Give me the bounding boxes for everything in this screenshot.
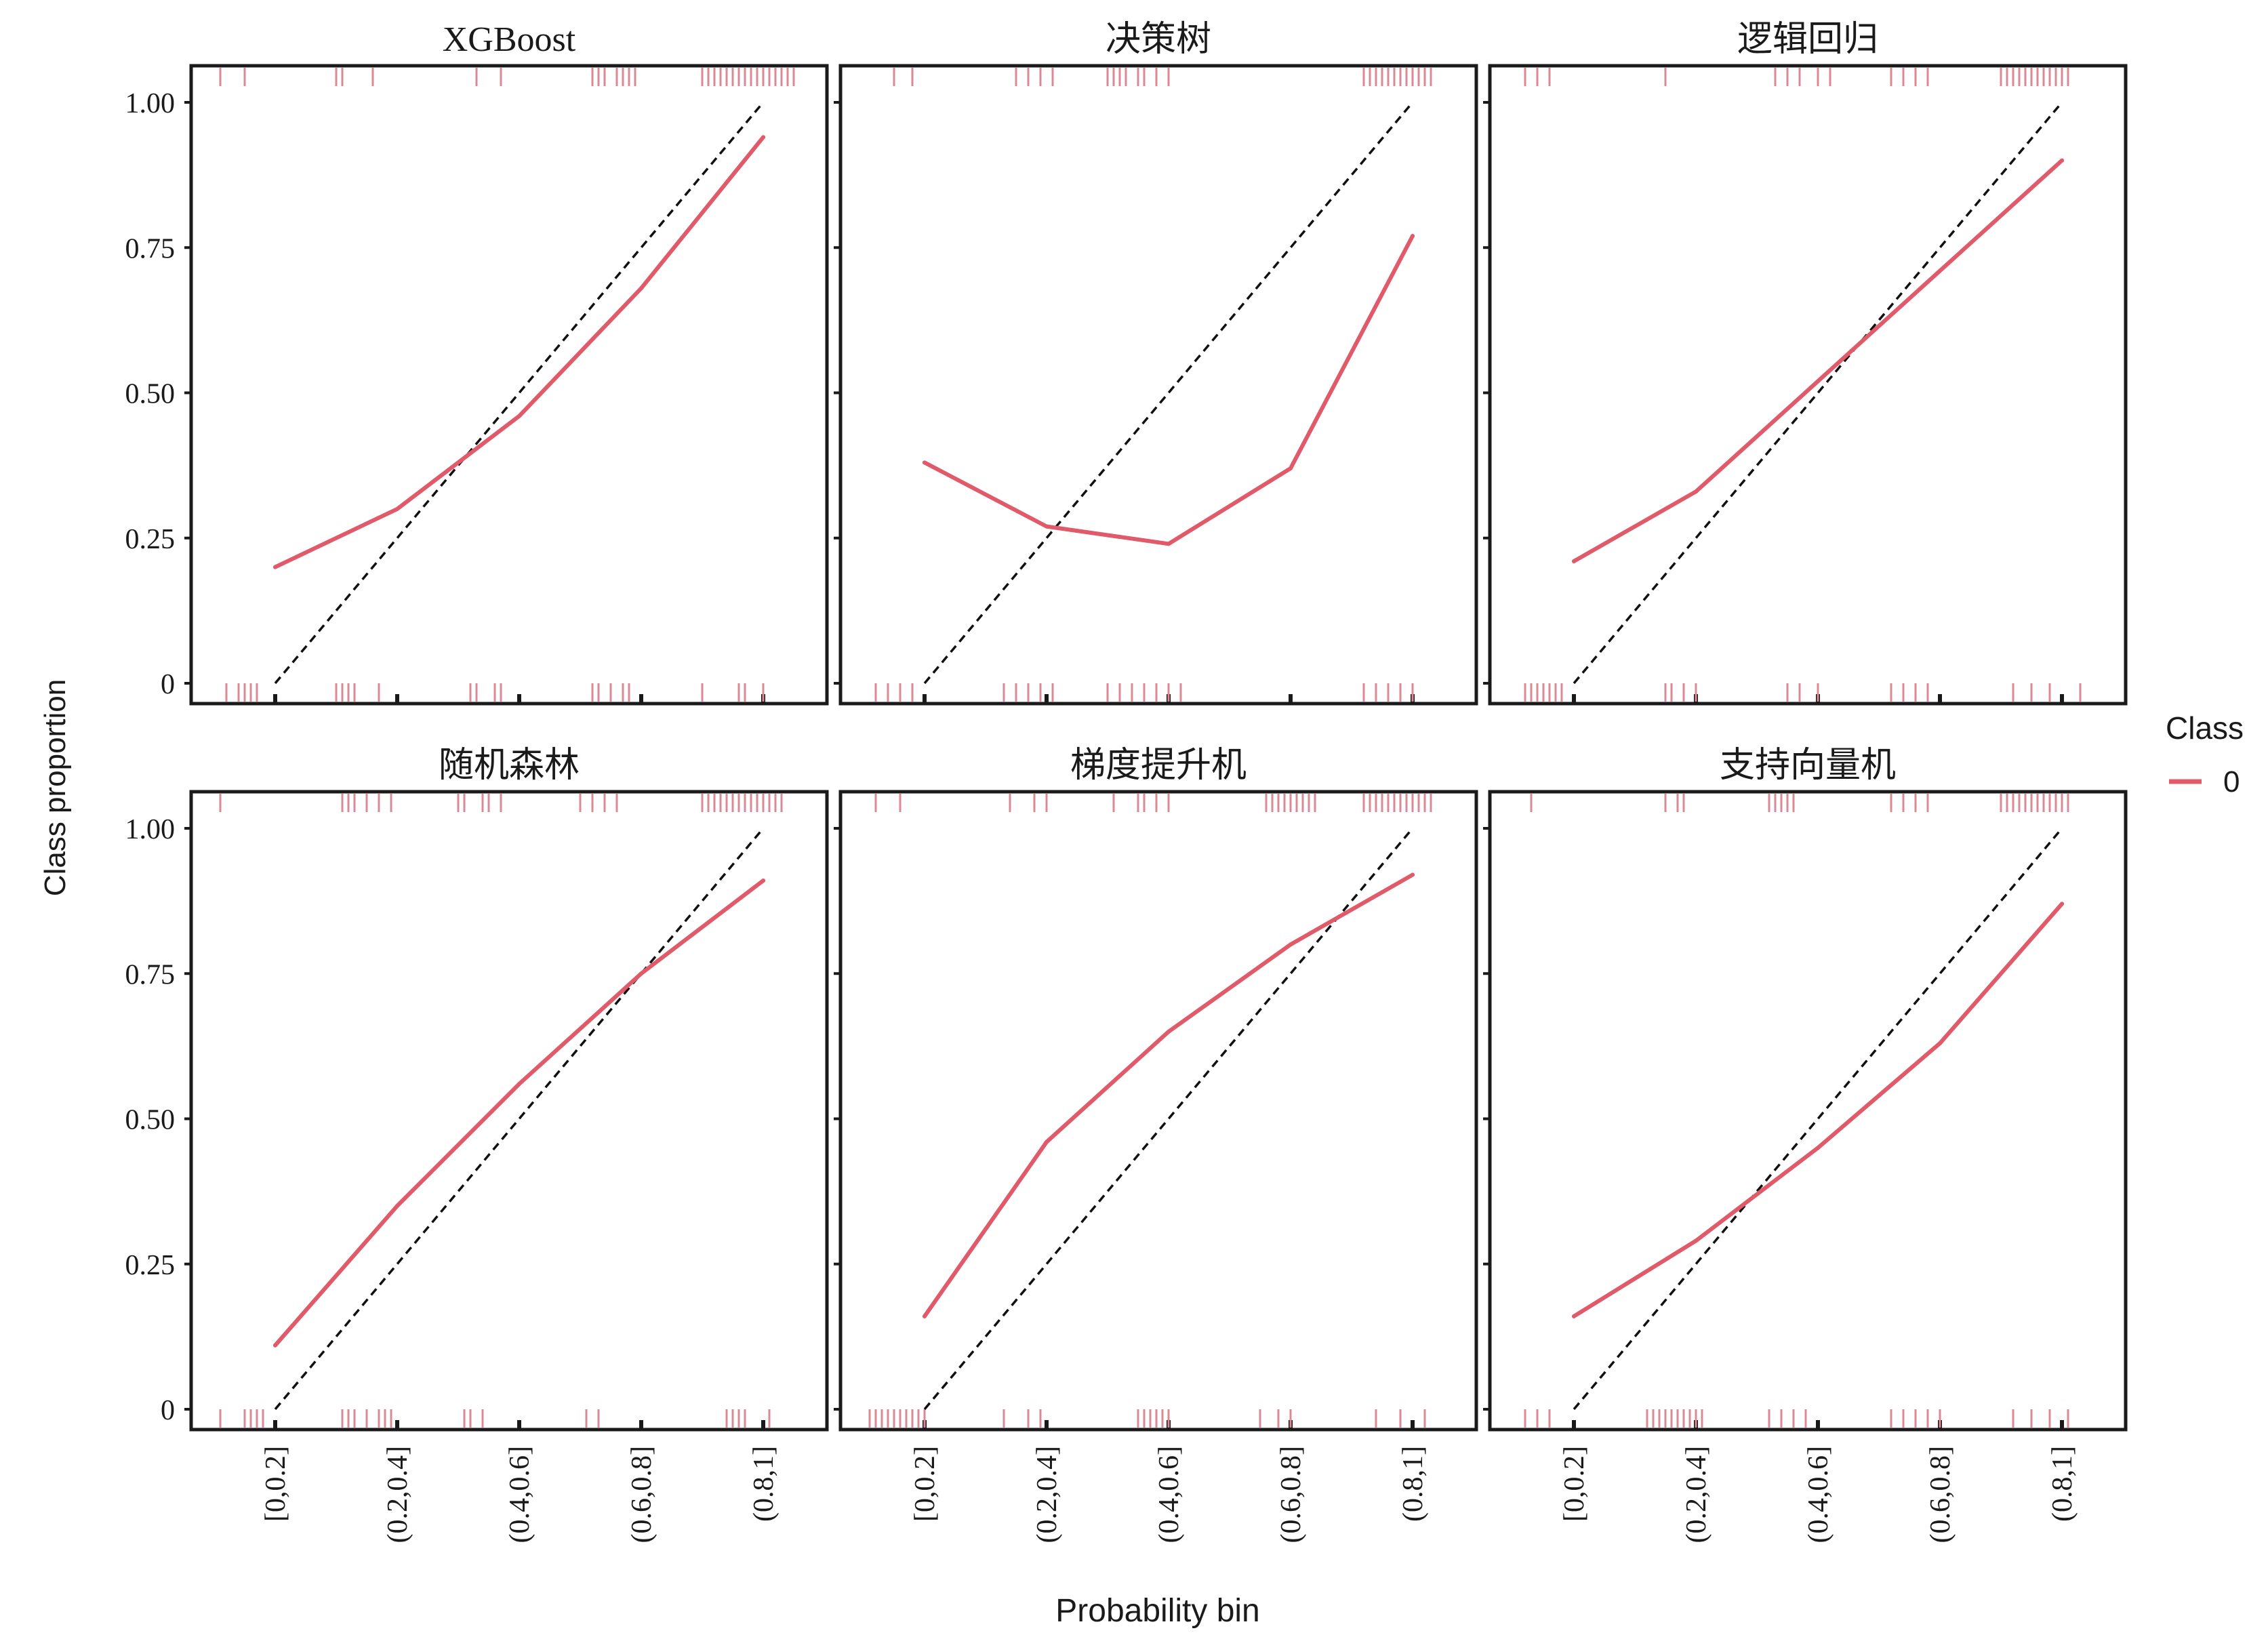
panel-title: 梯度提升机 [1070,746,1247,785]
reference-diagonal-line [923,827,1414,1411]
x-tick-label: (0.4,0.6] [504,1446,535,1543]
legend: Class 0 [2166,710,2244,799]
y-axis-title: Class proportion [39,679,72,896]
x-tick-label: (0.6,0.8] [1925,1446,1956,1543]
x-tick-label: [0,0.2] [910,1446,941,1522]
reference-diagonal-line [1573,827,2063,1411]
reference-diagonal-line [923,101,1414,685]
reference-diagonal-line [1573,101,2063,685]
data-point [2060,158,2064,163]
data-point [1411,234,1415,239]
y-tick-label: 0.50 [125,1105,176,1136]
y-tick-label: 0.50 [125,379,176,410]
data-point [1289,466,1293,470]
data-point [273,1343,277,1348]
x-axis-title: Probability bin [1055,1593,1260,1629]
y-tick-label: 0 [161,1395,175,1426]
legend-title: Class [2166,710,2244,746]
x-tick-label: (0.8,1] [748,1446,779,1522]
series-line [1572,158,2064,564]
panel-frame [1488,64,2128,706]
reference-diagonal-line [274,827,765,1411]
y-tick-label: 0.25 [125,524,176,555]
data-point [761,135,765,140]
data-point [1167,1029,1171,1034]
x-tick-label: (0.6,0.8] [1276,1446,1307,1543]
panel-frame [189,790,829,1432]
panel-frame [838,64,1478,706]
legend-label: 0 [2223,765,2240,799]
x-tick-label: (0.2,0.4] [382,1446,413,1543]
data-point [923,460,927,465]
x-tick-label: (0.8,1] [1398,1446,1429,1522]
data-point [1816,1146,1820,1150]
data-point [2060,902,2064,906]
data-point [1816,379,1820,384]
y-tick-label: 1.00 [125,88,176,119]
x-tick-label: (0.8,1] [2047,1446,2078,1522]
panel-title: 支持向量机 [1720,746,1896,785]
panel-title: 随机森林 [439,746,580,785]
data-point [761,878,765,883]
data-point [1572,559,1576,564]
panel-1: XGBoost 0 0.25 0.50 0.75 1.00 [125,20,829,706]
data-point [1694,1238,1698,1243]
y-tick-label: 0.75 [125,233,176,264]
data-point [1938,1041,1942,1046]
data-point [517,413,521,418]
reference-diagonal-line [274,101,765,685]
panel-title: XGBoost [443,20,576,59]
series-line [923,872,1415,1318]
data-point [1694,489,1698,494]
x-tick-label: (0.4,0.6] [1154,1446,1185,1543]
panel-4: 随机森林 0 0.25 0.50 0.75 1.00 [0,0.2] (0.2,0.4] (0.… [125,746,829,1543]
series-line [1572,902,2064,1318]
data-point [1167,542,1171,546]
series-line [273,878,765,1348]
panel-2: 决策树 [834,20,1478,706]
panel-frame [189,64,829,706]
panel-5: 梯度提升机 [0,0.2] (0.2,0.4] (0.4,0.6] (0.6,0.8] (… [834,746,1478,1543]
data-point [395,1204,399,1209]
x-tick-label: (0.6,0.8] [626,1446,657,1543]
panel-frame [838,790,1478,1432]
panel-frame [1488,790,2128,1432]
panel-3: 逻辑回归 [1483,20,2128,706]
data-point [1045,1139,1049,1144]
panel-6: 支持向量机 [0,0.2] (0.2,0.4] (0.4,0.6] (0.6,0.8] (… [1483,746,2128,1543]
data-point [273,565,277,569]
data-point [639,286,643,291]
data-point [1938,268,1942,273]
data-point [1572,1314,1576,1318]
x-tick-label: (0.4,0.6] [1803,1446,1834,1543]
y-tick-label: 0 [161,669,175,700]
data-point [395,506,399,511]
data-point [1411,872,1415,877]
data-point [1289,942,1293,947]
x-tick-label: [0,0.2] [1559,1446,1590,1522]
x-tick-label: (0.2,0.4] [1681,1446,1712,1543]
data-point [923,1314,927,1318]
data-point [1045,524,1049,529]
y-tick-label: 0.75 [125,959,176,990]
x-tick-label: [0,0.2] [260,1446,291,1522]
x-tick-label: (0.2,0.4] [1032,1446,1063,1543]
series-line [273,135,765,569]
data-point [517,1082,521,1087]
y-tick-label: 1.00 [125,814,176,845]
series-line [923,234,1415,546]
data-point [639,971,643,976]
panel-title: 决策树 [1106,20,1211,59]
panel-title: 逻辑回归 [1737,20,1878,59]
y-tick-label: 0.25 [125,1250,176,1281]
